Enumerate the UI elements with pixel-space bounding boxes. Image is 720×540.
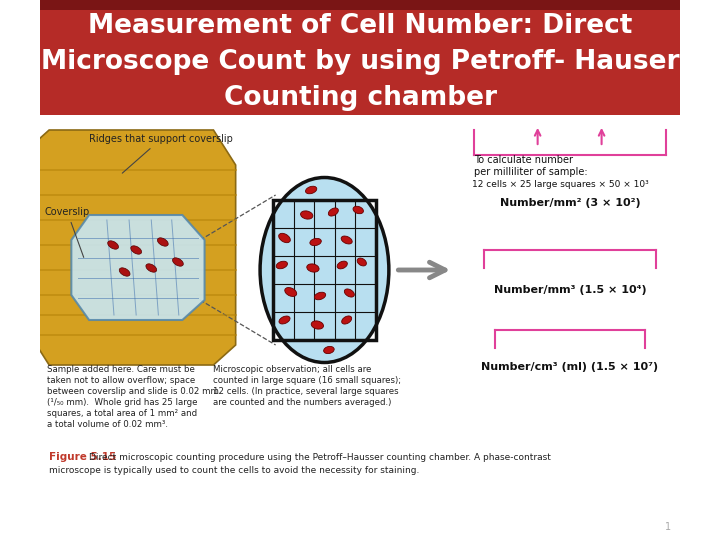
Text: Sample added here. Care must be: Sample added here. Care must be: [48, 365, 195, 374]
Text: (¹/₅₀ mm).  Whole grid has 25 large: (¹/₅₀ mm). Whole grid has 25 large: [48, 398, 198, 407]
Ellipse shape: [279, 316, 290, 324]
Bar: [40, 0, 680, 10]
Ellipse shape: [357, 258, 366, 266]
Text: Number/cm³ (ml) (1.5 × 10⁷): Number/cm³ (ml) (1.5 × 10⁷): [482, 362, 659, 373]
Text: microscope is typically used to count the cells to avoid the necessity for stain: microscope is typically used to count th…: [49, 466, 420, 475]
Text: Coverslip: Coverslip: [45, 207, 90, 258]
Ellipse shape: [310, 238, 321, 246]
Polygon shape: [27, 130, 235, 365]
Text: a total volume of 0.02 mm³.: a total volume of 0.02 mm³.: [48, 420, 168, 429]
Text: per milliliter of sample:: per milliliter of sample:: [474, 167, 588, 177]
Ellipse shape: [173, 258, 184, 266]
Bar: [40, 115, 680, 540]
Ellipse shape: [328, 208, 338, 216]
Text: Number/mm³ (1.5 × 10⁴): Number/mm³ (1.5 × 10⁴): [494, 285, 647, 295]
Ellipse shape: [158, 238, 168, 246]
Ellipse shape: [323, 346, 334, 354]
Ellipse shape: [279, 233, 290, 242]
Text: Counting chamber: Counting chamber: [223, 85, 497, 111]
Text: Measurement of Cell Number: Direct: Measurement of Cell Number: Direct: [88, 13, 632, 39]
Ellipse shape: [353, 206, 364, 214]
Ellipse shape: [311, 321, 323, 329]
Text: Number/mm² (3 × 10²): Number/mm² (3 × 10²): [500, 198, 640, 207]
Ellipse shape: [344, 289, 354, 297]
Text: squares, a total area of 1 mm² and: squares, a total area of 1 mm² and: [48, 409, 197, 418]
Ellipse shape: [284, 287, 297, 296]
Ellipse shape: [315, 292, 325, 300]
Ellipse shape: [341, 236, 352, 244]
Ellipse shape: [108, 241, 119, 249]
Ellipse shape: [260, 178, 389, 362]
Text: 12 cells. (In practice, several large squares: 12 cells. (In practice, several large sq…: [213, 387, 399, 396]
Text: Figure 5.15: Figure 5.15: [49, 452, 117, 462]
Ellipse shape: [146, 264, 157, 272]
Text: Microscopic observation; all cells are: Microscopic observation; all cells are: [213, 365, 372, 374]
Polygon shape: [71, 215, 204, 320]
Text: between coverslip and slide is 0.02 mm: between coverslip and slide is 0.02 mm: [48, 387, 219, 396]
Bar: [273, 200, 376, 340]
Text: are counted and the numbers averaged.): are counted and the numbers averaged.): [213, 398, 392, 407]
Ellipse shape: [342, 316, 351, 324]
Text: 1: 1: [665, 522, 671, 532]
Text: Direct microscopic counting procedure using the Petroff–Hausser counting chamber: Direct microscopic counting procedure us…: [89, 453, 551, 462]
Ellipse shape: [131, 246, 142, 254]
Text: To calculate number: To calculate number: [474, 155, 572, 165]
Ellipse shape: [305, 186, 317, 194]
Text: 12 cells × 25 large squares × 50 × 10³: 12 cells × 25 large squares × 50 × 10³: [472, 180, 649, 189]
Ellipse shape: [337, 261, 347, 269]
Text: Ridges that support coverslip: Ridges that support coverslip: [89, 134, 233, 173]
Ellipse shape: [307, 264, 319, 272]
Text: counted in large square (16 small squares);: counted in large square (16 small square…: [213, 376, 402, 385]
Text: taken not to allow overflow; space: taken not to allow overflow; space: [48, 376, 196, 385]
Ellipse shape: [120, 268, 130, 276]
Text: Microscope Count by using Petroff- Hauser: Microscope Count by using Petroff- Hause…: [41, 49, 679, 75]
Bar: [40, 0, 680, 115]
Ellipse shape: [300, 211, 313, 219]
Ellipse shape: [276, 261, 287, 269]
